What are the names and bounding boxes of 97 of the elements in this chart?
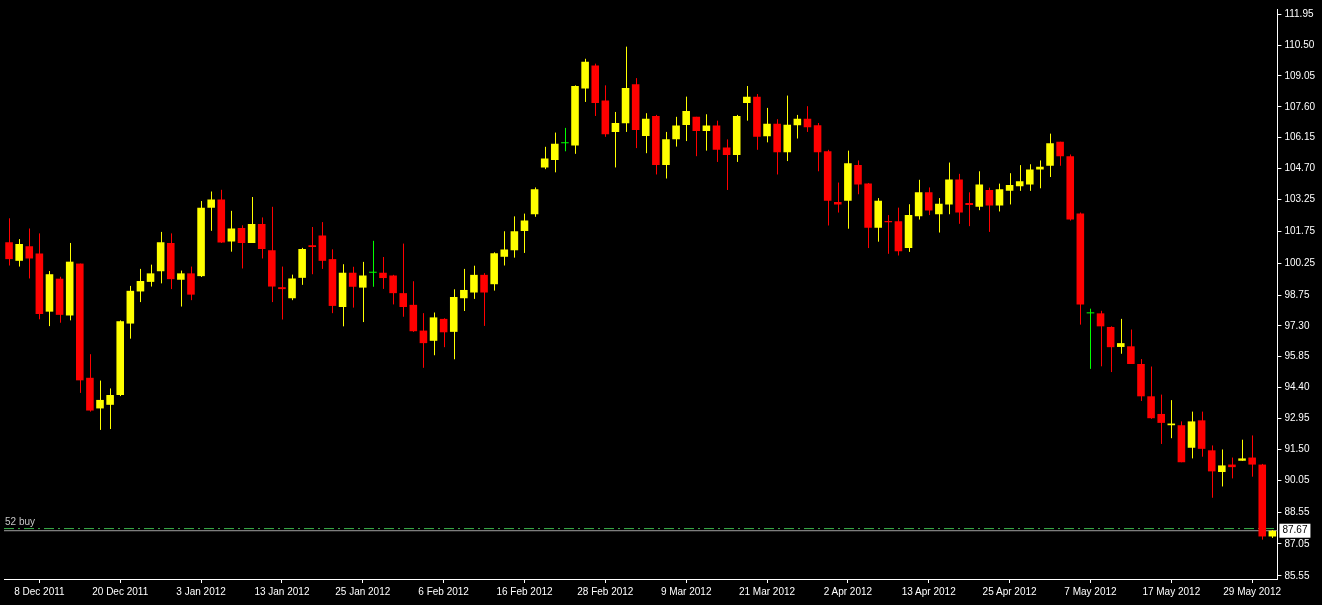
candlestick: [1238, 439, 1246, 462]
y-tick-label: 111.95: [1284, 8, 1314, 20]
y-tick-label: 97.30: [1284, 319, 1310, 331]
candlestick: [308, 226, 317, 275]
candlestick: [1127, 329, 1135, 365]
candlestick: [5, 217, 13, 266]
x-tick-label: 13 Apr 2012: [901, 585, 957, 597]
y-tick-label: 95.85: [1284, 350, 1310, 362]
candlestick: [358, 261, 367, 323]
y-tick-label: 104.70: [1284, 162, 1316, 174]
candlestick: [470, 265, 478, 300]
y-tick-label: 94.40: [1284, 381, 1310, 393]
candlestick: [1096, 310, 1105, 367]
y-tick-label: 85.55: [1284, 569, 1310, 581]
x-tick-label: 25 Apr 2012: [982, 585, 1037, 597]
y-tick-label: 92.95: [1284, 412, 1310, 424]
candlestick: [15, 238, 23, 268]
x-tick-label: 16 Feb 2012: [496, 585, 553, 597]
candlestick: [854, 159, 862, 195]
candlestick: [399, 243, 407, 318]
y-tick-label: 101.75: [1284, 225, 1316, 237]
candlestick: [348, 266, 357, 309]
x-tick-label: 21 Mar 2012: [738, 585, 796, 597]
candlestick: [106, 387, 114, 430]
y-tick-label: 87.05: [1284, 537, 1310, 549]
candlestick: [722, 138, 731, 191]
candlestick: [1106, 325, 1115, 373]
candlestick: [935, 197, 943, 234]
candlestick: [369, 240, 377, 288]
x-tick-label: 8 Dec 2011: [14, 585, 66, 597]
candlestick: [460, 268, 468, 312]
candlestick: [672, 116, 680, 148]
candlestick: [1147, 366, 1155, 420]
candlestick: [743, 85, 751, 122]
candlestick: [25, 227, 34, 279]
candlestick: [379, 256, 387, 290]
candlestick: [429, 312, 438, 356]
candlestick: [288, 274, 296, 301]
candlestick: [995, 183, 1004, 212]
candlestick: [611, 111, 620, 168]
x-tick-label: 25 Jan 2012: [335, 585, 391, 597]
candlestick: [278, 266, 286, 321]
candlestick: [965, 191, 973, 227]
candlestick: [1015, 164, 1024, 192]
candlestick: [692, 116, 701, 157]
x-tick-label: 29 May 2012: [1223, 585, 1282, 597]
x-tick-label: 7 May 2012: [1064, 585, 1118, 597]
x-tick-label: 20 Dec 2011: [92, 585, 149, 597]
ref-line-label: 87.67: [1282, 524, 1308, 536]
candlestick: [247, 196, 256, 244]
candlestick: [641, 112, 650, 154]
x-tick-label: 28 Feb 2012: [577, 585, 634, 597]
candlestick: [561, 127, 569, 152]
x-tick-label: 9 Mar 2012: [660, 585, 712, 597]
y-tick-label: 103.25: [1284, 193, 1316, 205]
y-tick-label: 98.75: [1284, 288, 1310, 300]
candlestick: [924, 186, 933, 216]
y-tick-label: 90.05: [1284, 473, 1310, 485]
candlestick: [227, 210, 236, 253]
x-tick-label: 13 Jan 2012: [254, 585, 310, 597]
candlestick: [975, 170, 984, 211]
candlestick: [237, 224, 246, 269]
candlestick: [1046, 133, 1054, 178]
candlestick: [187, 266, 195, 301]
candlestick: [146, 264, 155, 288]
candlestick: [1005, 172, 1014, 205]
ref-line-label: 52 buy: [5, 516, 36, 528]
candlestick: [1248, 434, 1256, 478]
x-tick-label: 17 May 2012: [1142, 585, 1201, 597]
candlestick: [1218, 448, 1226, 487]
x-tick-label: 2 Apr 2012: [823, 585, 873, 597]
y-tick-label: 107.60: [1284, 100, 1316, 112]
candlestick: [1207, 444, 1216, 499]
candlestick: [500, 230, 509, 266]
candlestick: [551, 132, 559, 173]
candlestick: [1056, 141, 1064, 167]
candlestick: [985, 187, 994, 233]
x-tick-label: 6 Feb 2012: [418, 585, 470, 597]
candlestick: [510, 215, 519, 259]
candlestick: [96, 380, 104, 431]
candlestick: [1036, 159, 1044, 189]
candlestick: [389, 274, 397, 305]
y-tick-label: 106.15: [1284, 131, 1316, 143]
y-tick-label: 110.50: [1284, 38, 1315, 50]
candlestick: [1157, 394, 1165, 445]
y-tick-label: 91.50: [1284, 443, 1310, 455]
candlestick: [1026, 163, 1034, 192]
candlestick: [763, 107, 771, 143]
candlestick: [682, 96, 690, 142]
y-tick-label: 100.25: [1284, 256, 1316, 268]
candlestick: [480, 272, 488, 327]
candlestick: [177, 270, 185, 308]
x-tick-label: 3 Jan 2012: [176, 585, 227, 597]
y-tick-label: 88.55: [1284, 505, 1310, 517]
candlestick: [1116, 318, 1125, 355]
candlestick: [207, 190, 215, 232]
y-tick-label: 109.05: [1284, 69, 1316, 81]
